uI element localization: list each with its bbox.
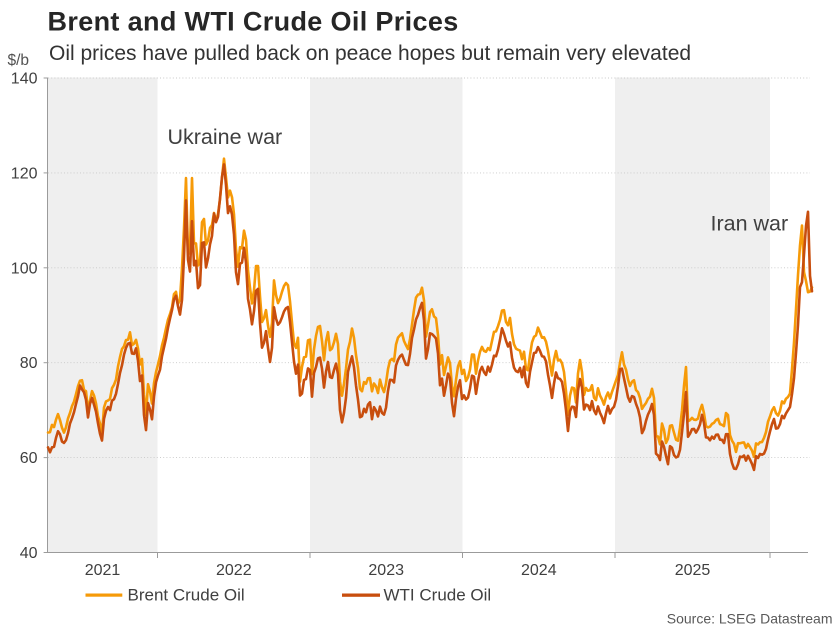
svg-text:60: 60 xyxy=(20,450,38,467)
svg-text:2022: 2022 xyxy=(216,562,252,579)
svg-text:120: 120 xyxy=(11,165,38,182)
svg-text:Source: LSEG Datastream: Source: LSEG Datastream xyxy=(667,611,833,627)
svg-text:Brent Crude Oil: Brent Crude Oil xyxy=(128,586,245,605)
svg-text:Ukraine war: Ukraine war xyxy=(168,125,283,149)
svg-text:2024: 2024 xyxy=(521,562,557,579)
svg-text:80: 80 xyxy=(20,355,38,372)
svg-text:2023: 2023 xyxy=(368,562,404,579)
svg-text:$/b: $/b xyxy=(8,52,30,69)
svg-text:100: 100 xyxy=(11,260,38,277)
svg-text:WTI Crude Oil: WTI Crude Oil xyxy=(384,586,492,605)
svg-text:Iran war: Iran war xyxy=(711,212,789,236)
svg-text:Brent and WTI Crude Oil Prices: Brent and WTI Crude Oil Prices xyxy=(48,7,459,37)
svg-text:40: 40 xyxy=(20,545,38,562)
svg-text:2025: 2025 xyxy=(675,562,711,579)
svg-text:Oil prices have pulled back on: Oil prices have pulled back on peace hop… xyxy=(49,42,691,65)
svg-text:140: 140 xyxy=(11,71,38,88)
svg-text:2021: 2021 xyxy=(85,562,121,579)
